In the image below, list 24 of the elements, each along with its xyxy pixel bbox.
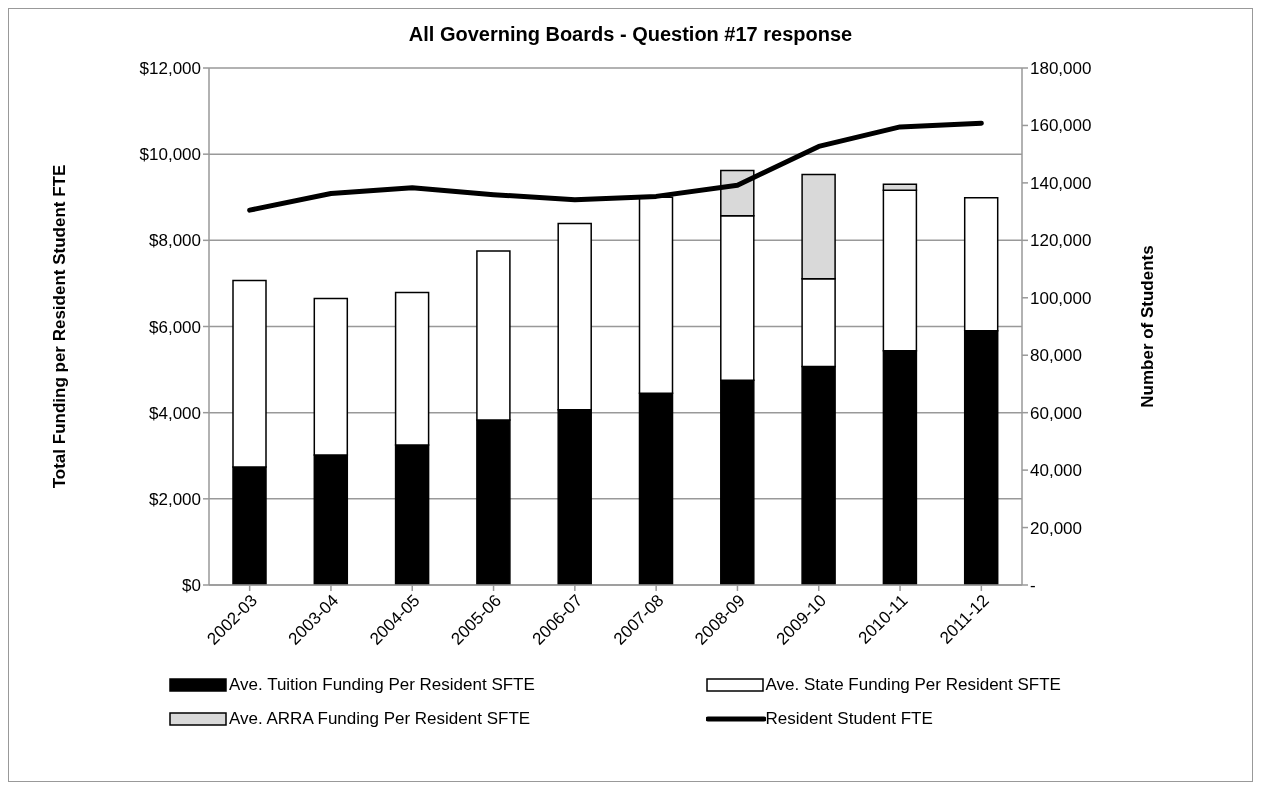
y2-tick-label: 140,000 <box>1030 173 1092 193</box>
y-tick-label: $0 <box>182 576 201 596</box>
y-tick-label: $10,000 <box>139 145 201 165</box>
y2-tick-label: 100,000 <box>1030 288 1092 308</box>
y2-tick-label: 40,000 <box>1030 461 1082 481</box>
y-tick-label: $4,000 <box>149 403 201 423</box>
y-tick-label: $12,000 <box>139 59 201 79</box>
y2-tick-label: 20,000 <box>1030 518 1082 538</box>
y2-tick-label: 60,000 <box>1030 403 1082 423</box>
legend-label: Ave. ARRA Funding Per Resident SFTE <box>229 709 531 729</box>
legend-label: Ave. Tuition Funding Per Resident SFTE <box>229 675 535 695</box>
y-tick-label: $8,000 <box>149 231 201 251</box>
y2-tick-label: 80,000 <box>1030 346 1082 366</box>
chart-title: All Governing Boards - Question #17 response <box>407 23 854 46</box>
y2-tick-label: 120,000 <box>1030 231 1092 251</box>
legend-label: Ave. State Funding Per Resident SFTE <box>765 675 1061 695</box>
y2-tick-label: 160,000 <box>1030 116 1092 136</box>
y-axis-title: Total Funding per Resident Student FTE <box>50 164 70 489</box>
y2-tick-label: 180,000 <box>1030 59 1092 79</box>
legend-label: Resident Student FTE <box>765 709 933 729</box>
y-tick-label: $6,000 <box>149 317 201 337</box>
y-tick-label: $2,000 <box>149 489 201 509</box>
y2-axis-title: Number of Students <box>1138 245 1158 408</box>
y2-tick-label: - <box>1030 576 1036 596</box>
